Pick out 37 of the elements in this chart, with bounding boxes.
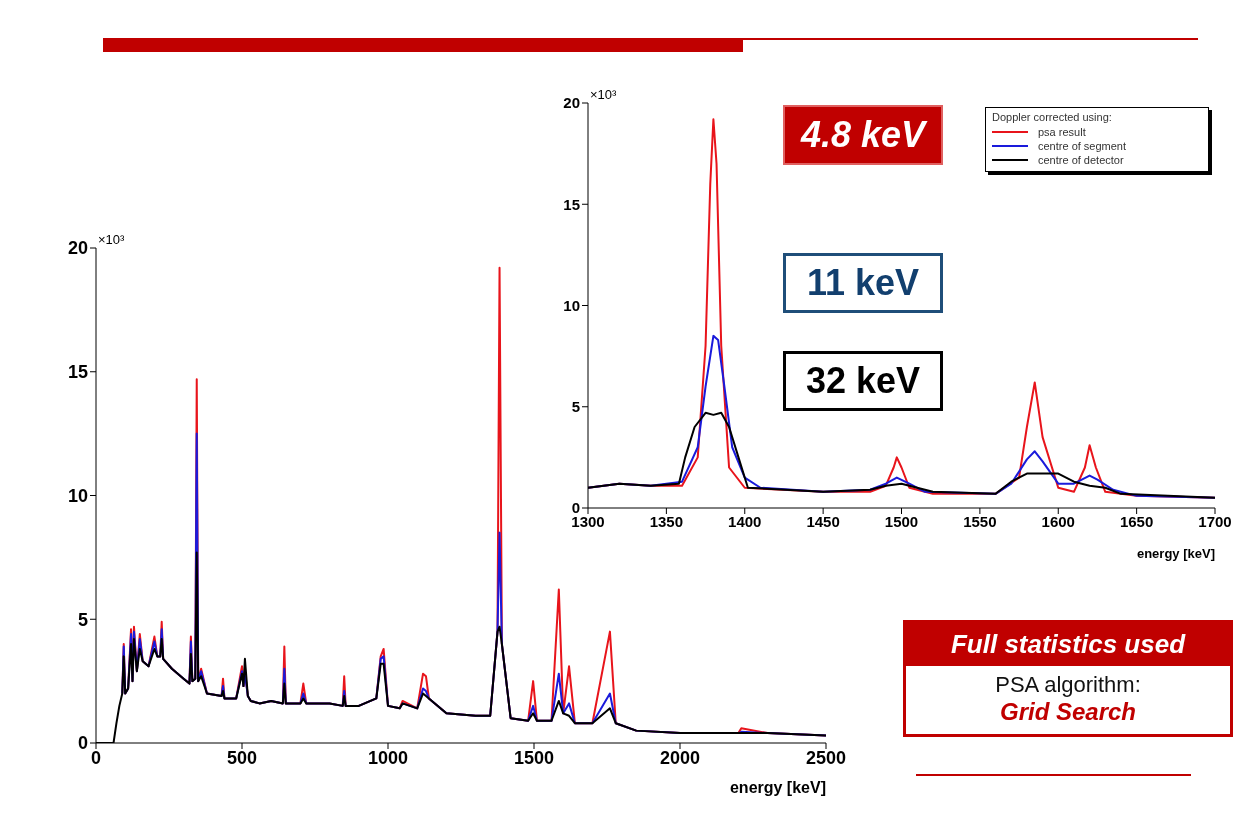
y-tick-label: 10 bbox=[563, 296, 580, 314]
x-tick-label: 1400 bbox=[728, 512, 762, 530]
text: PSA algorithm: bbox=[995, 672, 1141, 697]
x-tick-label: 1000 bbox=[367, 747, 409, 768]
x-tick-label: 1650 bbox=[1119, 512, 1154, 530]
x-tick-label: 500 bbox=[226, 747, 258, 768]
text: Full statistics used bbox=[950, 629, 1186, 659]
text: Grid Search bbox=[999, 698, 1137, 725]
y-tick-label: 0 bbox=[77, 733, 88, 754]
annotation: 32 keV bbox=[805, 360, 921, 402]
y-tick-label: 15 bbox=[563, 195, 580, 213]
legend-title: Doppler corrected using: bbox=[992, 111, 1112, 123]
x-tick-label: 1700 bbox=[1198, 512, 1232, 530]
x-tick-label: 1600 bbox=[1041, 512, 1075, 530]
text: ×10³ bbox=[98, 232, 125, 247]
x-tick-label: 1550 bbox=[963, 512, 997, 530]
x-tick-label: 1500 bbox=[884, 512, 919, 530]
x-axis-title: energy [keV] bbox=[729, 779, 826, 796]
y-tick-label: 5 bbox=[571, 398, 580, 416]
annotation: 4.8 keV bbox=[800, 114, 926, 156]
legend-label: centre of segment bbox=[1038, 140, 1127, 152]
y-tick-label: 15 bbox=[67, 362, 88, 383]
x-tick-label: 2000 bbox=[659, 747, 701, 768]
x-tick-label: 1450 bbox=[806, 512, 840, 530]
legend-label: centre of detector bbox=[1038, 154, 1124, 166]
x-tick-label: 2500 bbox=[805, 747, 847, 768]
x-tick-label: 1350 bbox=[649, 512, 684, 530]
y-tick-label: 20 bbox=[67, 238, 88, 259]
y-tick-label: 5 bbox=[77, 609, 88, 630]
legend-label: psa result bbox=[1038, 126, 1086, 138]
annotation: 11 keV bbox=[806, 262, 920, 304]
y-tick-label: 20 bbox=[563, 94, 580, 112]
y-tick-label: 10 bbox=[67, 485, 88, 506]
x-tick-label: 0 bbox=[90, 747, 102, 768]
text: ×10³ bbox=[590, 87, 617, 102]
x-tick-label: 1500 bbox=[513, 747, 555, 768]
x-axis-title: energy [keV] bbox=[1136, 546, 1215, 561]
